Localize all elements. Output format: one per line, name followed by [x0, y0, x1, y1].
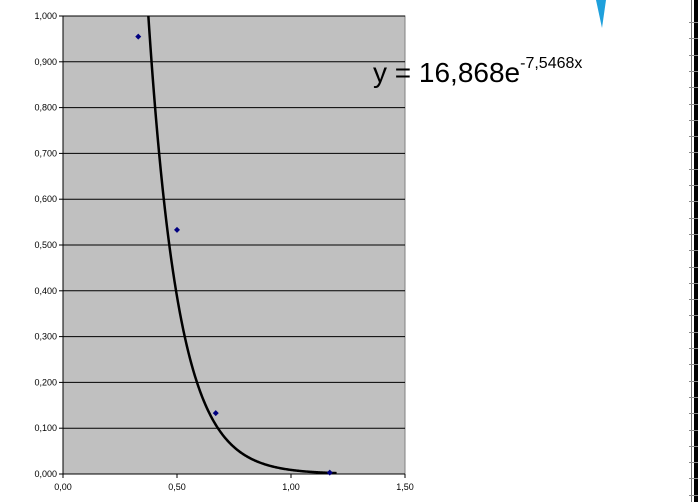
- frame-tick: [689, 282, 698, 284]
- frame-tick: [689, 87, 698, 89]
- frame-tick: [689, 185, 698, 186]
- frame-tick: [689, 462, 698, 464]
- trendline-equation: y = 16,868e-7,5468x: [373, 55, 582, 88]
- frame-tick: [689, 478, 698, 480]
- axes: [62, 16, 405, 475]
- data-point: [174, 226, 180, 233]
- y-tick-label: 0,800: [34, 103, 57, 113]
- gridlines: [59, 15, 405, 475]
- frame-tick: [689, 22, 698, 23]
- frame-tick: [689, 152, 698, 154]
- y-tick-label: 0,500: [34, 240, 57, 250]
- frame-tick: [689, 103, 698, 105]
- frame-tick: [689, 364, 698, 366]
- decorative-callout-pointer: [596, 0, 606, 28]
- y-tick-labels: 0,000 0,100 0,200 0,300 0,400 0,500 0,600 0,700…: [34, 11, 57, 479]
- x-tick-label: 1,50: [396, 482, 414, 492]
- trendline: [147, 16, 337, 474]
- frame-tick: [689, 168, 698, 170]
- frame-tick: [689, 331, 698, 333]
- frame-tick: [689, 217, 698, 219]
- frame-tick: [689, 201, 698, 203]
- frame-tick: [689, 413, 698, 415]
- y-tick-label: 0,200: [34, 377, 57, 387]
- frame-tick: [689, 494, 698, 496]
- frame-tick: [689, 233, 698, 235]
- frame-tick: [689, 119, 698, 121]
- data-point: [135, 33, 142, 40]
- y-tick-label: 0,400: [34, 286, 57, 296]
- y-tick-label: 0,000: [34, 469, 57, 479]
- frame-tick: [689, 299, 698, 301]
- x-tick-label: 0,00: [54, 482, 72, 492]
- x-tick-labels: 0,00 0,50 1,00 1,50: [54, 474, 414, 492]
- x-tick-label: 1,00: [282, 482, 300, 492]
- frame-tick: [689, 38, 698, 40]
- y-tick-label: 0,300: [34, 332, 57, 342]
- frame-tick: [689, 250, 698, 252]
- data-points: [135, 33, 333, 476]
- frame-tick: [689, 70, 698, 72]
- y-tick-label: 0,600: [34, 194, 57, 204]
- frame-tick: [689, 348, 698, 349]
- frame-tick: [689, 315, 698, 317]
- x-tick-label: 0,50: [168, 482, 186, 492]
- data-point: [212, 410, 219, 417]
- y-tick-label: 0,100: [34, 423, 57, 433]
- data-point: [326, 469, 333, 476]
- y-tick-label: 0,700: [34, 148, 57, 158]
- y-tick-label: 1,000: [34, 11, 57, 21]
- y-tick-label: 0,900: [34, 57, 57, 67]
- frame-tick: [689, 380, 698, 382]
- frame-tick: [689, 266, 698, 268]
- frame-tick: [689, 54, 698, 56]
- frame-tick: [689, 445, 698, 447]
- frame-tick: [689, 136, 698, 138]
- frame-tick: [689, 396, 698, 398]
- frame-tick: [689, 429, 698, 431]
